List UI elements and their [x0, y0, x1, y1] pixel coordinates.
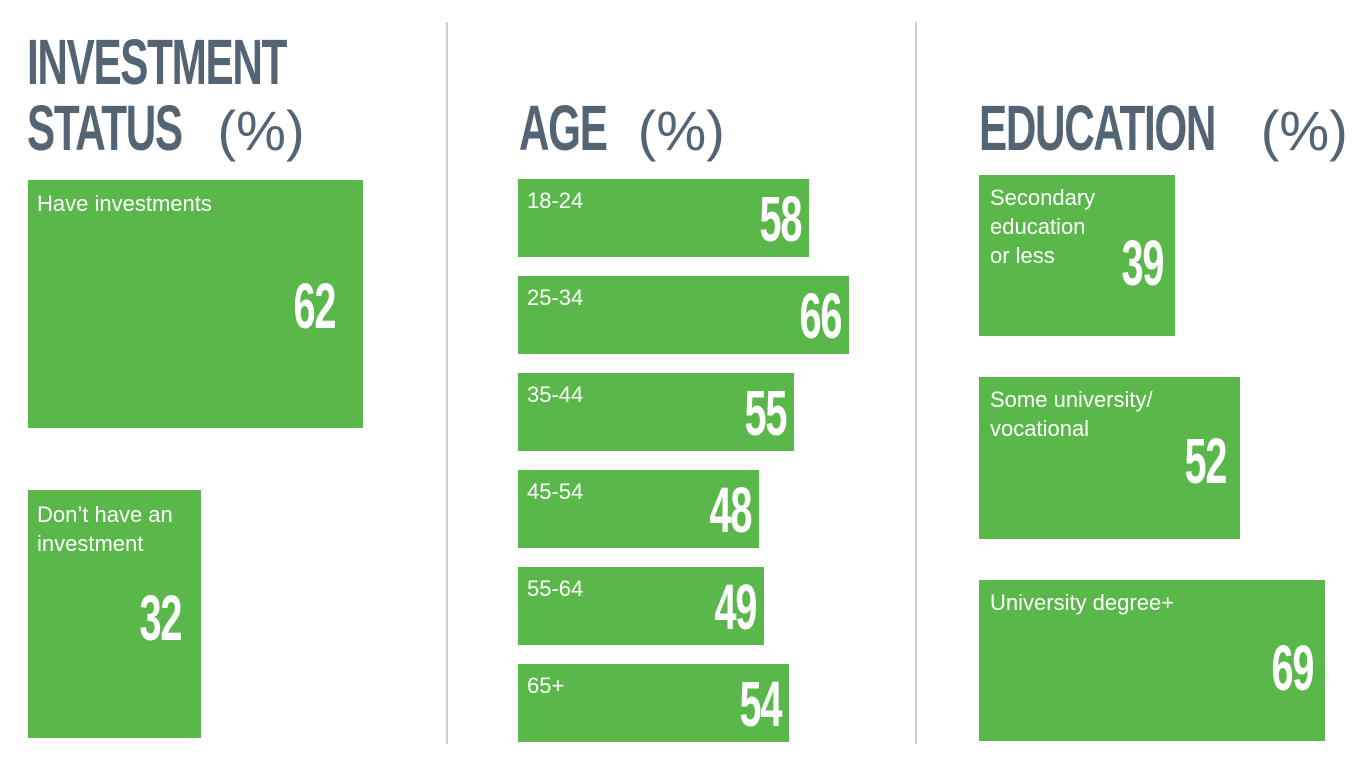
- bar-value: 32: [139, 582, 182, 654]
- bar-have-investments: Have investments 62: [28, 180, 363, 428]
- bar-university-degree: University degree+ 69: [979, 580, 1325, 741]
- bar-value: 55: [744, 377, 787, 449]
- bar-label: University degree+: [990, 590, 1175, 615]
- bar-age-35-44: 35-44 55: [518, 373, 794, 451]
- bar-value: 39: [1121, 227, 1164, 299]
- bar-age-18-24: 18-24 58: [518, 179, 809, 257]
- bar-age-25-34: 25-34 66: [518, 276, 849, 354]
- bar-secondary-education: Secondary education or less 39: [979, 175, 1175, 336]
- bar-label: 25-34: [527, 285, 584, 310]
- bar-dont-have-investment: Don’t have an investment 32: [28, 490, 201, 738]
- bar-value: 48: [709, 474, 752, 546]
- bar-value: 58: [759, 183, 802, 255]
- bar-value: 62: [293, 270, 336, 342]
- bar-value: 69: [1271, 632, 1314, 704]
- bar-age-65+: 65+ 54: [518, 664, 789, 742]
- bar-value: 66: [799, 280, 842, 352]
- bar-label: 18-24: [527, 188, 584, 213]
- bar-value: 49: [714, 571, 757, 643]
- age-unit: (%): [637, 99, 725, 162]
- education-heading: EDUCATION (%): [979, 96, 1348, 162]
- investment-title-line1: INVESTMENT: [27, 26, 287, 98]
- bar-age-55-64: 55-64 49: [518, 567, 764, 645]
- age-heading: AGE (%): [519, 96, 725, 162]
- investment-unit: (%): [217, 99, 305, 162]
- bar-age-45-54: 45-54 48: [518, 470, 759, 548]
- bar-label: 65+: [527, 673, 565, 698]
- divider-left: [446, 22, 448, 744]
- age-title: AGE: [519, 92, 608, 164]
- bar-label: 55-64: [527, 576, 584, 601]
- bar-value: 52: [1184, 425, 1227, 497]
- education-title: EDUCATION: [979, 92, 1216, 164]
- bar-some-university: Some university/ vocational 52: [979, 377, 1240, 539]
- bar-label: Have investments: [37, 191, 212, 216]
- bar-label: Don’t have an investment: [37, 502, 173, 556]
- bar-label: 45-54: [527, 479, 584, 504]
- bar-label: 35-44: [527, 382, 584, 407]
- investment-title-line2: STATUS: [27, 92, 183, 164]
- bar-value: 54: [739, 668, 782, 740]
- divider-right: [915, 22, 917, 744]
- education-unit: (%): [1260, 99, 1348, 162]
- bar-label: Some university/ vocational: [990, 387, 1153, 441]
- bar-label: Secondary education or less: [990, 185, 1096, 268]
- investment-heading: INVESTMENT STATUS (%): [27, 30, 419, 162]
